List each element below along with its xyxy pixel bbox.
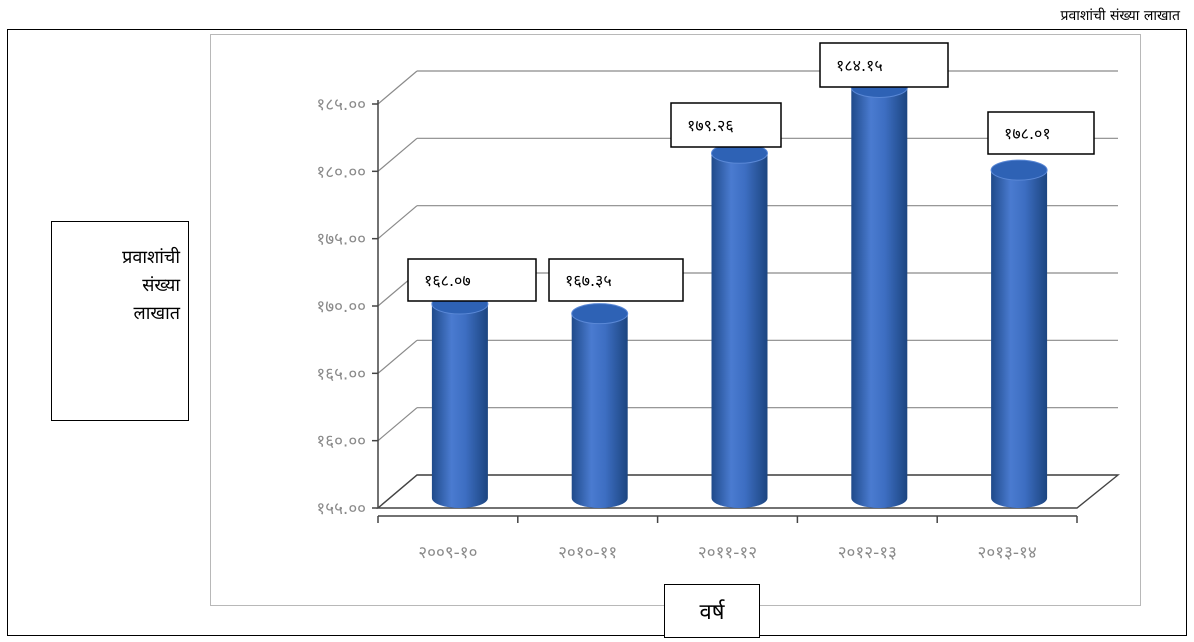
bar <box>571 313 628 508</box>
data-labels-layer: १६८.०७ १६७.३५ १७९.२६ १८४.१५ १७८.०१ <box>407 42 1095 302</box>
gridline-depth <box>377 70 418 105</box>
y-tick-label: १८०.०० <box>316 162 366 182</box>
y-tick-label: १६५.०० <box>316 364 366 384</box>
x-tick-label: २००९-१० <box>418 543 477 563</box>
bar <box>711 153 768 509</box>
data-label-box <box>548 258 684 302</box>
data-label-box <box>987 111 1095 155</box>
bar-top <box>990 159 1048 181</box>
gridline-depth <box>377 137 418 172</box>
data-label-box <box>407 258 537 302</box>
bar-top <box>571 303 629 325</box>
x-tick-label: २०११-१२ <box>698 543 757 563</box>
chart-floor <box>376 474 1120 509</box>
data-label: १७९.२६ <box>687 116 734 135</box>
gridline-depth <box>377 407 418 442</box>
y-axis-title-box: प्रवाशांची संख्या लाखात <box>51 221 189 421</box>
x-axis-title: वर्ष <box>699 600 725 625</box>
data-label: १६७.३५ <box>565 271 612 290</box>
x-tick-label: २०१२-१३ <box>838 543 897 563</box>
y-tick-label: १५५.०० <box>316 499 366 519</box>
data-label-box <box>819 42 949 88</box>
x-tick-label: २०१३-१४ <box>978 543 1037 563</box>
y-tick-label: १८५.०० <box>316 95 366 115</box>
y-tick-label: १६०.०० <box>316 432 366 452</box>
data-label: १६८.०७ <box>424 271 471 290</box>
gridline-depth <box>377 205 418 240</box>
bar <box>431 303 488 508</box>
chart-top-caption: प्रवाशांची संख्या लाखात <box>1060 8 1180 24</box>
bar <box>851 87 908 509</box>
bars-layer <box>431 76 1048 509</box>
x-axis-title-box: वर्ष <box>664 584 760 638</box>
bar <box>991 170 1048 508</box>
y-axis-title: प्रवाशांची संख्या लाखात <box>122 247 180 324</box>
outer-frame <box>7 29 1187 636</box>
data-label: १८४.१५ <box>836 56 883 75</box>
data-label: १७८.०१ <box>1004 124 1051 143</box>
y-tick-label: १७०.०० <box>316 297 366 317</box>
y-tick-label: १७५.०० <box>316 230 366 250</box>
gridline-depth <box>377 339 418 374</box>
x-tick-label: २०१०-११ <box>558 543 617 563</box>
data-label-box <box>670 102 782 148</box>
